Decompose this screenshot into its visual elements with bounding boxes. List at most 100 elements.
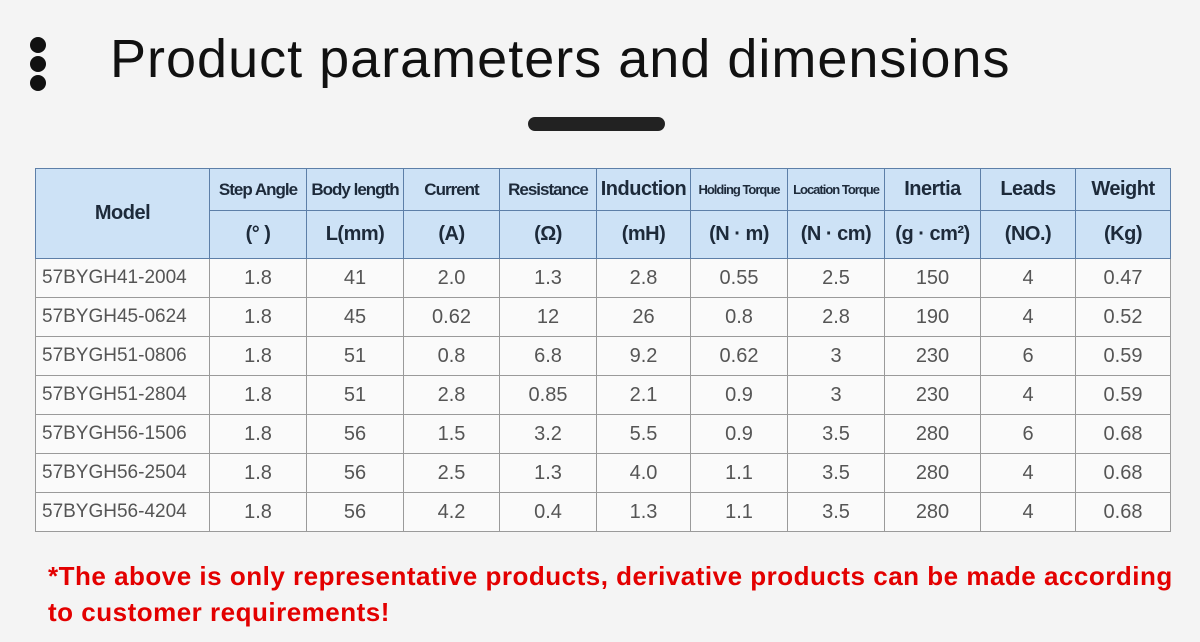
value-cell: 0.8 bbox=[690, 297, 788, 337]
value-cell: 12 bbox=[499, 297, 597, 337]
value-cell: 3 bbox=[787, 375, 885, 415]
column-unit: (N · m) bbox=[690, 210, 788, 259]
value-cell: 26 bbox=[596, 297, 691, 337]
value-cell: 0.47 bbox=[1075, 258, 1171, 298]
value-cell: 1.3 bbox=[499, 258, 597, 298]
value-cell: 1.8 bbox=[209, 375, 307, 415]
header-row: Model Step Angle Body length Current Resista… bbox=[35, 168, 1171, 259]
value-cell: 56 bbox=[306, 414, 404, 454]
column-header: Leads bbox=[980, 168, 1076, 211]
value-cell: 150 bbox=[884, 258, 981, 298]
value-cell: 0.68 bbox=[1075, 492, 1171, 532]
value-cell: 1.5 bbox=[403, 414, 500, 454]
column-unit: (NO.) bbox=[980, 210, 1076, 259]
column-header: Body length bbox=[306, 168, 404, 211]
value-cell: 3.5 bbox=[787, 414, 885, 454]
value-cell: 1.3 bbox=[499, 453, 597, 493]
column-unit: (° ) bbox=[209, 210, 307, 259]
column-header: Location Torque bbox=[787, 168, 885, 211]
title: Product parameters and dimensions bbox=[110, 29, 1011, 89]
value-cell: 190 bbox=[884, 297, 981, 337]
value-cell: 1.8 bbox=[209, 492, 307, 532]
value-cell: 0.55 bbox=[690, 258, 788, 298]
column-header: Inertia bbox=[884, 168, 981, 211]
value-cell: 4 bbox=[980, 297, 1076, 337]
column-header: Holding Torque bbox=[690, 168, 788, 211]
value-cell: 3 bbox=[787, 336, 885, 376]
parameter-table: Model Step Angle Body length Current Resista… bbox=[35, 168, 1171, 532]
value-cell: 3.2 bbox=[499, 414, 597, 454]
column-unit: (Kg) bbox=[1075, 210, 1171, 259]
column-unit: (Ω) bbox=[499, 210, 597, 259]
column-unit: (A) bbox=[403, 210, 500, 259]
value-cell: 56 bbox=[306, 453, 404, 493]
column-header: Induction bbox=[596, 168, 691, 211]
model-cell: 57BYGH56-2504 bbox=[35, 453, 210, 493]
data-row: 57BYGH45-0624 1.8 45 0.62 12 26 0.8 2.8 190 4 0.52 bbox=[35, 297, 1171, 337]
value-cell: 0.59 bbox=[1075, 375, 1171, 415]
model-cell: 57BYGH51-2804 bbox=[35, 375, 210, 415]
dot bbox=[30, 75, 46, 91]
value-cell: 230 bbox=[884, 336, 981, 376]
data-row: 57BYGH41-2004 1.8 41 2.0 1.3 2.8 0.55 2.5 150 4 0.… bbox=[35, 258, 1171, 298]
value-cell: 2.8 bbox=[596, 258, 691, 298]
value-cell: 3.5 bbox=[787, 492, 885, 532]
value-cell: 3.5 bbox=[787, 453, 885, 493]
value-cell: 0.4 bbox=[499, 492, 597, 532]
model-cell: 57BYGH56-1506 bbox=[35, 414, 210, 454]
value-cell: 0.52 bbox=[1075, 297, 1171, 337]
column-header: Resistance bbox=[499, 168, 597, 211]
value-cell: 51 bbox=[306, 375, 404, 415]
value-cell: 0.9 bbox=[690, 414, 788, 454]
column-unit: (N · cm) bbox=[787, 210, 885, 259]
column-header: Current bbox=[403, 168, 500, 211]
value-cell: 2.5 bbox=[787, 258, 885, 298]
value-cell: 280 bbox=[884, 414, 981, 454]
dot bbox=[30, 56, 46, 72]
value-cell: 4.0 bbox=[596, 453, 691, 493]
value-cell: 2.5 bbox=[403, 453, 500, 493]
value-cell: 1.3 bbox=[596, 492, 691, 532]
column-unit: (g · cm²) bbox=[884, 210, 981, 259]
value-cell: 4.2 bbox=[403, 492, 500, 532]
value-cell: 1.8 bbox=[209, 258, 307, 298]
value-cell: 1.1 bbox=[690, 453, 788, 493]
value-cell: 56 bbox=[306, 492, 404, 532]
value-cell: 1.8 bbox=[209, 414, 307, 454]
value-cell: 0.68 bbox=[1075, 414, 1171, 454]
title-underline bbox=[528, 117, 665, 131]
value-cell: 4 bbox=[980, 258, 1076, 298]
value-cell: 1.8 bbox=[209, 336, 307, 376]
value-cell: 2.1 bbox=[596, 375, 691, 415]
dot bbox=[30, 37, 46, 53]
value-cell: 5.5 bbox=[596, 414, 691, 454]
value-cell: 41 bbox=[306, 258, 404, 298]
value-cell: 0.68 bbox=[1075, 453, 1171, 493]
value-cell: 0.62 bbox=[690, 336, 788, 376]
value-cell: 0.59 bbox=[1075, 336, 1171, 376]
column-unit: L(mm) bbox=[306, 210, 404, 259]
value-cell: 4 bbox=[980, 375, 1076, 415]
data-row: 57BYGH56-4204 1.8 56 4.2 0.4 1.3 1.1 3.5 280 4 0.6… bbox=[35, 492, 1171, 532]
value-cell: 4 bbox=[980, 492, 1076, 532]
model-header: Model bbox=[35, 168, 210, 259]
model-cell: 57BYGH56-4204 bbox=[35, 492, 210, 532]
column-header: Weight bbox=[1075, 168, 1171, 211]
value-cell: 0.9 bbox=[690, 375, 788, 415]
value-cell: 0.62 bbox=[403, 297, 500, 337]
value-cell: 9.2 bbox=[596, 336, 691, 376]
value-cell: 280 bbox=[884, 492, 981, 532]
value-cell: 6.8 bbox=[499, 336, 597, 376]
data-row: 57BYGH56-2504 1.8 56 2.5 1.3 4.0 1.1 3.5 280 4 0.6… bbox=[35, 453, 1171, 493]
value-cell: 2.8 bbox=[403, 375, 500, 415]
value-cell: 1.1 bbox=[690, 492, 788, 532]
value-cell: 6 bbox=[980, 336, 1076, 376]
value-cell: 0.8 bbox=[403, 336, 500, 376]
value-cell: 280 bbox=[884, 453, 981, 493]
model-cell: 57BYGH41-2004 bbox=[35, 258, 210, 298]
value-cell: 51 bbox=[306, 336, 404, 376]
model-cell: 57BYGH45-0624 bbox=[35, 297, 210, 337]
data-row: 57BYGH51-2804 1.8 51 2.8 0.85 2.1 0.9 3 230 4 0.59 bbox=[35, 375, 1171, 415]
value-cell: 45 bbox=[306, 297, 404, 337]
